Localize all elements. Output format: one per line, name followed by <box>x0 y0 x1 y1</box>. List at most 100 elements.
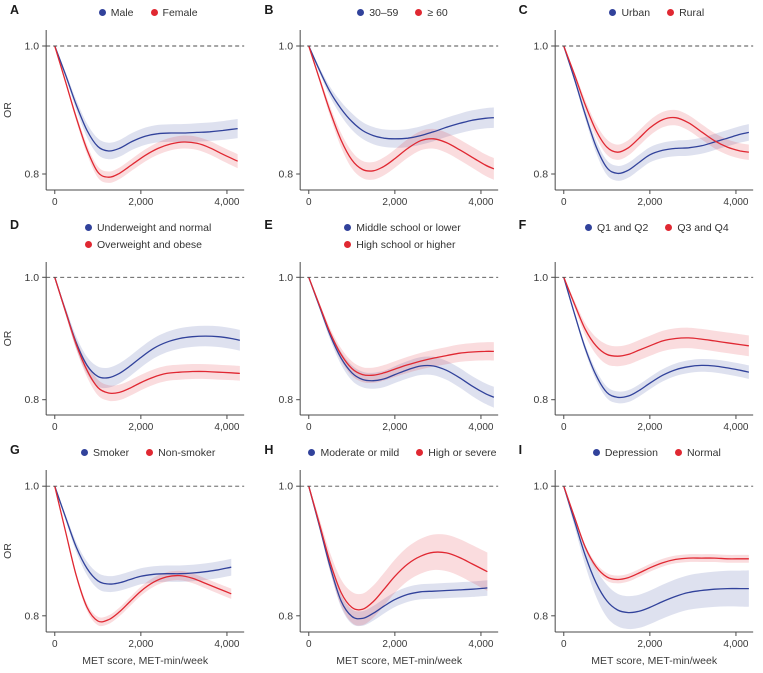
legend-label: Rural <box>679 6 705 19</box>
plot-area: 1.0 0.8 0 2,000 4,000 <box>533 262 753 433</box>
legend-item: High or severe <box>416 447 497 459</box>
plot-area: 1.0 0.8 0 2,000 4,000 <box>279 30 499 208</box>
legend: Underweight and normal Overweight and obe… <box>46 219 250 253</box>
legend-dot-red <box>344 241 352 248</box>
legend-rows: Underweight and normal Overweight and obe… <box>84 219 212 253</box>
confidence-band <box>309 484 488 626</box>
confidence-band <box>563 45 749 160</box>
legend-row: Underweight and normal <box>84 219 212 236</box>
plot-area: 1.0 0.8 0 2,000 4,000 <box>279 262 499 433</box>
legend-rows: Depression Normal <box>592 444 721 461</box>
confidence-band <box>54 485 232 593</box>
spline-line <box>562 45 749 153</box>
plot-area: 1.0 0.8 0 2,000 4,000 MET score, MET-min/week <box>533 470 753 667</box>
panel-F: F Q1 and Q2 Q3 and Q4 1.0 0.8 0 2,000 4,000 <box>509 215 763 440</box>
legend-label: Underweight and normal <box>96 221 212 234</box>
legend-item: Underweight and normal <box>84 221 212 234</box>
y-tick-label: 1.0 <box>25 272 40 284</box>
spline-line <box>562 486 749 614</box>
legend-label: 30–59 <box>369 6 399 19</box>
legend-item: Rural <box>667 7 704 19</box>
plot-area: 1.0 0.8 0 2,000 4,000 OR <box>2 30 245 208</box>
x-axis-title: MET score, MET-min/week <box>82 655 209 667</box>
x-tick-label: 2,000 <box>383 639 408 650</box>
y-axis-title: OR <box>2 543 14 559</box>
legend-dot-red <box>665 224 673 231</box>
legend-item: Urban <box>609 7 650 19</box>
x-tick-label: 2,000 <box>637 197 662 208</box>
x-tick-label: 4,000 <box>214 639 239 650</box>
y-tick-label: 1.0 <box>25 481 40 493</box>
panel-letter: E <box>264 218 274 232</box>
legend-dot-red <box>84 241 92 248</box>
legend-row: Overweight and obese <box>84 236 202 253</box>
legend-row: Urban Rural <box>609 4 704 21</box>
legend-label: Normal <box>686 446 721 459</box>
x-tick-label: 2,000 <box>128 639 153 650</box>
legend-item: Depression <box>592 447 658 459</box>
spline-line <box>308 45 495 140</box>
legend-dot-blue <box>584 224 592 231</box>
panel-B: B 30–59 ≥ 60 1.0 0.8 0 2,000 4,000 <box>254 0 508 215</box>
legend-item: Overweight and obese <box>84 239 202 251</box>
spline-line <box>562 277 749 357</box>
legend-item: Normal <box>674 446 721 459</box>
x-tick-label: 4,000 <box>469 639 494 650</box>
panel-I: I Depression Normal 1.0 0.8 0 2,000 4,000 MET … <box>509 440 763 673</box>
confidence-band <box>563 45 749 181</box>
legend: 30–59 ≥ 60 <box>300 4 504 21</box>
panel-A: A Male Female 1.0 0.8 0 2,000 4,000 OR <box>0 0 254 215</box>
legend-label: High school or higher <box>356 238 456 251</box>
y-tick-label: 0.8 <box>533 394 548 406</box>
x-tick-label: 0 <box>52 197 58 208</box>
confidence-band <box>309 276 495 384</box>
y-tick-label: 0.8 <box>279 169 294 181</box>
legend-dot-blue <box>98 9 106 16</box>
y-tick-label: 1.0 <box>533 481 548 493</box>
legend-item: Middle school or lower <box>344 222 461 234</box>
x-tick-label: 4,000 <box>469 197 494 208</box>
confidence-band <box>309 45 495 180</box>
panel-D: D Underweight and normal Overweight and o… <box>0 215 254 440</box>
plot-inner <box>54 485 232 627</box>
y-tick-label: 1.0 <box>279 481 294 493</box>
legend: Middle school or lower High school or hig… <box>300 219 504 253</box>
confidence-band <box>563 484 749 630</box>
x-tick-label: 4,000 <box>469 422 494 433</box>
spline-line <box>54 45 238 178</box>
legend-item: 30–59 <box>357 7 398 19</box>
x-tick-label: 2,000 <box>383 422 408 433</box>
legend-label: Smoker <box>92 446 130 459</box>
x-tick-label: 4,000 <box>723 639 748 650</box>
y-axis-title: OR <box>2 102 14 118</box>
legend-row: Middle school or lower <box>344 219 461 236</box>
spline-line <box>54 277 241 379</box>
x-tick-label: 2,000 <box>637 639 662 650</box>
legend: Moderate or mild High or severe <box>300 444 504 461</box>
spline-line <box>562 485 749 581</box>
legend-row: Q1 and Q2 Q3 and Q4 <box>584 219 729 236</box>
legend: Urban Rural <box>555 4 759 21</box>
spline-line <box>54 45 238 152</box>
plot-area: 1.0 0.8 0 2,000 4,000 OR <box>2 262 245 433</box>
panel-letter: A <box>10 3 20 17</box>
spline-line <box>54 486 232 623</box>
legend-item: Female <box>150 7 198 19</box>
plot-inner <box>308 276 495 408</box>
confidence-band <box>563 276 749 367</box>
confidence-band <box>309 45 495 148</box>
legend-row: 30–59 ≥ 60 <box>357 4 448 21</box>
legend-dot-red <box>416 449 424 456</box>
legend-row: Male Female <box>98 4 198 21</box>
legend-dot-blue <box>609 9 617 16</box>
plot-inner <box>562 45 749 181</box>
legend-dot-red <box>150 9 158 16</box>
legend-row: High school or higher <box>344 236 455 253</box>
x-tick-label: 0 <box>306 639 312 650</box>
spline-line <box>308 45 495 172</box>
legend-label: Urban <box>621 6 651 19</box>
legend-dot-blue <box>308 449 316 456</box>
panel-letter: C <box>518 3 529 17</box>
legend-item: Male <box>98 7 134 19</box>
